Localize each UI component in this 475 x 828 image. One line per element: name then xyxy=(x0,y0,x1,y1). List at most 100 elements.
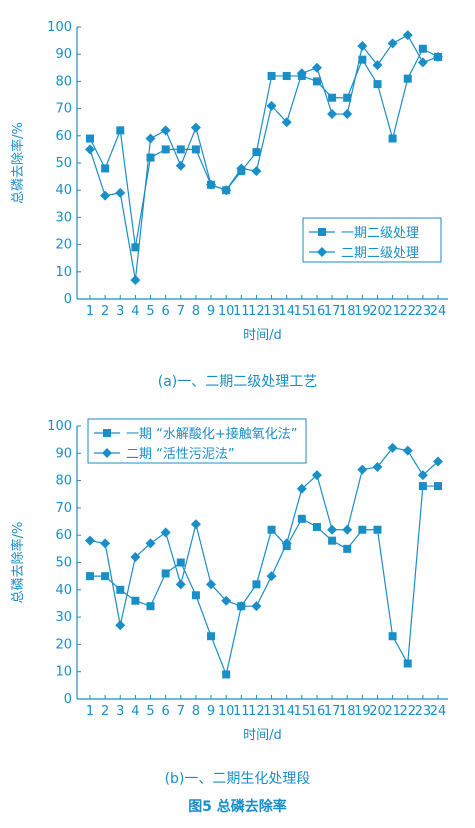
series-2-point xyxy=(312,63,322,73)
x-tick-label: 3 xyxy=(116,704,124,719)
y-tick-label: 80 xyxy=(55,474,72,489)
series-1-point xyxy=(177,559,185,567)
y-tick-label: 50 xyxy=(55,556,72,571)
series-line-2 xyxy=(90,448,438,625)
series-2-point xyxy=(115,188,125,198)
series-2-point xyxy=(176,579,186,589)
series-1-point xyxy=(252,148,260,156)
legend-marker xyxy=(103,429,111,437)
x-tick-label: 7 xyxy=(177,304,185,319)
x-tick-label: 24 xyxy=(430,304,447,319)
series-1-point xyxy=(373,526,381,534)
x-tick-label: 18 xyxy=(339,304,356,319)
series-2-point xyxy=(176,161,186,171)
legend-label: 二期二级处理 xyxy=(341,246,419,261)
x-tick-label: 4 xyxy=(131,304,139,319)
series-1-point xyxy=(147,602,155,610)
y-tick-label: 0 xyxy=(64,692,72,707)
series-1-point xyxy=(343,545,351,553)
x-tick-label: 23 xyxy=(415,704,432,719)
series-2-point xyxy=(327,525,337,535)
chart-b-caption: (b)一、二期生化处理段 xyxy=(0,768,475,788)
series-1-point xyxy=(298,515,306,523)
series-2-point xyxy=(342,109,352,119)
series-1-point xyxy=(101,572,109,580)
series-2-point xyxy=(115,620,125,630)
series-2-point xyxy=(191,519,201,529)
y-tick-label: 30 xyxy=(55,210,72,225)
x-tick-label: 13 xyxy=(263,304,280,319)
x-tick-label: 5 xyxy=(146,304,154,319)
x-tick-label: 21 xyxy=(384,704,401,719)
chart-a: 01020304050607080901001 2 3 4 5 6 7 8 9 101112131… xyxy=(0,0,475,365)
legend-marker xyxy=(318,228,326,236)
x-tick-label: 2 xyxy=(101,704,109,719)
x-tick-label: 22 xyxy=(399,704,416,719)
x-tick-label: 16 xyxy=(309,704,326,719)
series-2-point xyxy=(342,525,352,535)
y-tick-label: 90 xyxy=(55,446,72,461)
x-tick-label: 4 xyxy=(131,704,139,719)
x-tick-label: 1 xyxy=(86,304,94,319)
y-tick-label: 0 xyxy=(64,292,72,307)
x-tick-label: 24 xyxy=(430,704,447,719)
x-tick-label: 5 xyxy=(146,704,154,719)
series-1-point xyxy=(328,537,336,545)
x-tick-label: 15 xyxy=(294,304,311,319)
x-tick-label: 7 xyxy=(177,704,185,719)
series-1-point xyxy=(313,523,321,531)
series-1-point xyxy=(283,72,291,80)
series-1-point xyxy=(268,526,276,534)
series-1-point xyxy=(389,632,397,640)
y-tick-label: 80 xyxy=(55,74,72,89)
series-2-point xyxy=(191,123,201,133)
series-1-point xyxy=(116,126,124,134)
series-line-1 xyxy=(90,486,438,674)
series-1-point xyxy=(313,77,321,85)
x-tick-label: 14 xyxy=(278,704,295,719)
series-2-point xyxy=(357,465,367,475)
legend-label: 一期 “水解酸化+接触氧化法” xyxy=(126,426,298,442)
y-axis-title: 总磷去除率/% xyxy=(10,522,26,604)
x-tick-label: 11 xyxy=(233,304,250,319)
y-tick-label: 60 xyxy=(55,129,72,144)
series-2-point xyxy=(251,166,261,176)
series-1-point xyxy=(192,591,200,599)
y-tick-label: 20 xyxy=(55,637,72,652)
series-1-point xyxy=(389,135,397,143)
series-1-point xyxy=(192,145,200,153)
y-tick-label: 40 xyxy=(55,583,72,598)
x-tick-label: 22 xyxy=(399,304,416,319)
x-tick-label: 20 xyxy=(369,704,386,719)
x-tick-label: 13 xyxy=(263,704,280,719)
series-1-point xyxy=(207,632,215,640)
series-1-point xyxy=(419,45,427,53)
x-tick-label: 19 xyxy=(354,304,371,319)
x-tick-label: 17 xyxy=(324,304,341,319)
y-tick-label: 50 xyxy=(55,156,72,171)
x-tick-label: 15 xyxy=(294,704,311,719)
x-tick-label: 1 xyxy=(86,704,94,719)
y-axis-title: 总磷去除率/% xyxy=(10,122,26,204)
x-tick-label: 12 xyxy=(248,704,265,719)
x-tick-label: 20 xyxy=(369,304,386,319)
x-tick-label: 11 xyxy=(233,704,250,719)
series-1-point xyxy=(101,164,109,172)
series-1-point xyxy=(328,94,336,102)
x-tick-label: 19 xyxy=(354,704,371,719)
series-2-point xyxy=(85,536,95,546)
legend-label: 二期 “活性污泥法” xyxy=(126,447,235,462)
figure-title: 图5 总磷去除率 xyxy=(0,796,475,816)
x-tick-label: 3 xyxy=(116,304,124,319)
series-2-point xyxy=(327,109,337,119)
x-tick-label: 9 xyxy=(207,304,215,319)
series-2-point xyxy=(267,571,277,581)
x-tick-label: 6 xyxy=(162,304,170,319)
series-1-point xyxy=(86,572,94,580)
series-2-point xyxy=(418,57,428,67)
y-tick-label: 10 xyxy=(55,265,72,280)
x-tick-label: 17 xyxy=(324,704,341,719)
series-1-point xyxy=(86,135,94,143)
x-tick-label: 10 xyxy=(218,304,235,319)
